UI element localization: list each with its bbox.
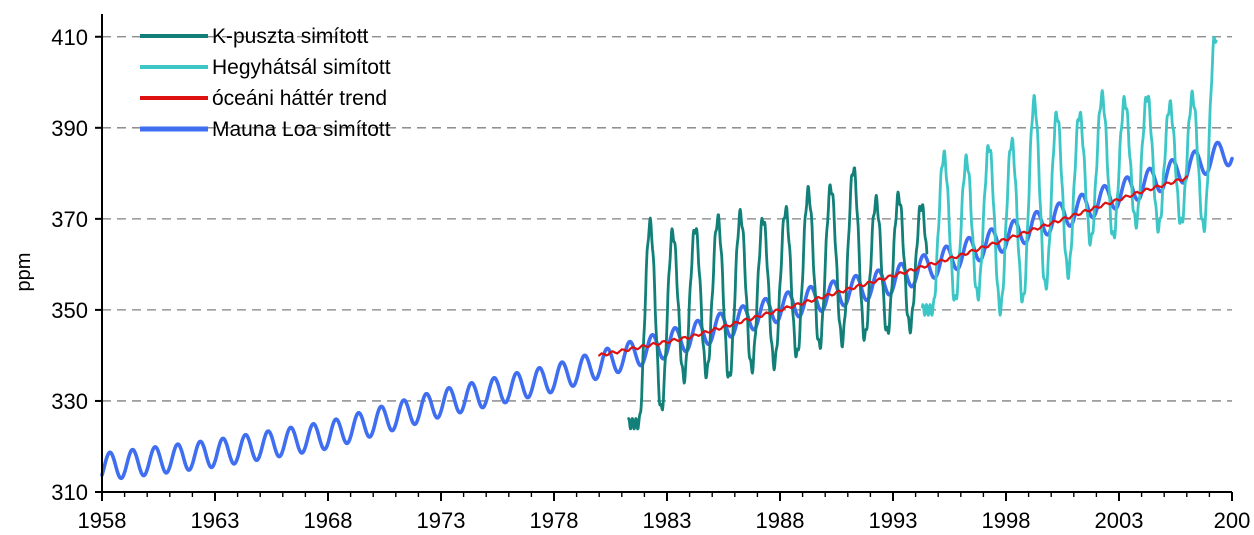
x-tick-label: 1963 — [191, 508, 240, 533]
y-tick-label: 370 — [51, 207, 88, 232]
legend-label: Mauna Loa simított — [212, 118, 391, 141]
y-axis-ticks: 310 330 350 370 390 410 — [51, 25, 102, 505]
x-tick-label: 1958 — [78, 508, 127, 533]
y-tick-label: 390 — [51, 116, 88, 141]
y-axis-title: ppm — [13, 253, 35, 292]
y-tick-label: 310 — [51, 480, 88, 505]
legend-label: Hegyhátsál simított — [212, 56, 391, 79]
axes — [101, 14, 1232, 493]
series-line-1 — [921, 35, 1218, 317]
series-line-0 — [627, 166, 929, 431]
x-tick-label: 1988 — [756, 508, 805, 533]
grid-lines — [102, 36, 1232, 402]
x-tick-label: 1983 — [643, 508, 692, 533]
x-tick-label: 1973 — [417, 508, 466, 533]
x-tick-label: 2003 — [1095, 508, 1144, 533]
x-axis-ticks: 1958 1963 1968 1973 1978 1983 1988 1993 1998 2003… — [78, 492, 1251, 533]
x-tick-label: 1998 — [982, 508, 1031, 533]
legend-label: óceáni háttér trend — [212, 87, 387, 110]
x-tick-label: 1968 — [304, 508, 353, 533]
series-lines — [100, 35, 1234, 481]
x-tick-label: 200 — [1214, 508, 1251, 533]
y-tick-label: 410 — [51, 25, 88, 50]
x-tick-label: 1978 — [530, 508, 579, 533]
x-tick-label: 1993 — [869, 508, 918, 533]
y-tick-label: 330 — [51, 389, 88, 414]
y-tick-label: 350 — [51, 298, 88, 323]
legend: K-puszta simított Hegyhátsál simított óceá… — [140, 25, 391, 141]
series-line-2 — [598, 175, 1188, 357]
legend-label: K-puszta simított — [212, 25, 369, 48]
